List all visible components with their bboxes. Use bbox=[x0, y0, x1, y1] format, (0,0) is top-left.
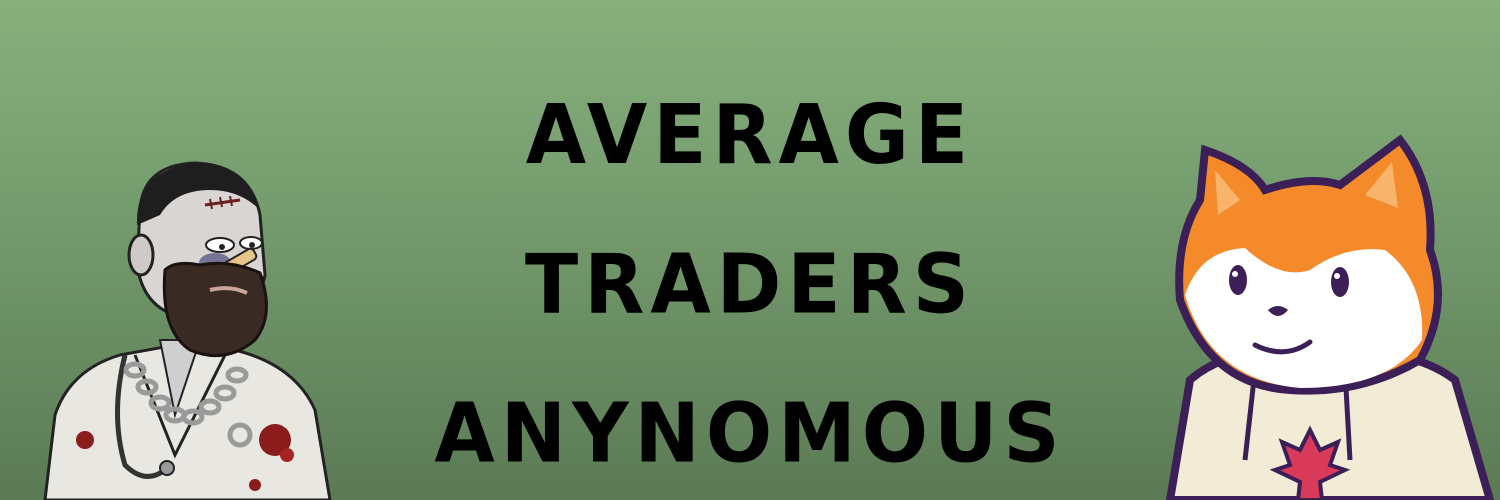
cartoon-fox-in-hoodie-illustration-icon bbox=[1165, 134, 1495, 500]
title-line-2: TRADERS bbox=[525, 237, 975, 333]
title-line-1: AVERAGE bbox=[525, 88, 975, 184]
banner-title: AVERAGE TRADERS ANYNOMOUS bbox=[0, 61, 1500, 500]
zombie-doctor-illustration-icon bbox=[43, 161, 332, 500]
title-line-3: ANYNOMOUS bbox=[434, 386, 1066, 482]
